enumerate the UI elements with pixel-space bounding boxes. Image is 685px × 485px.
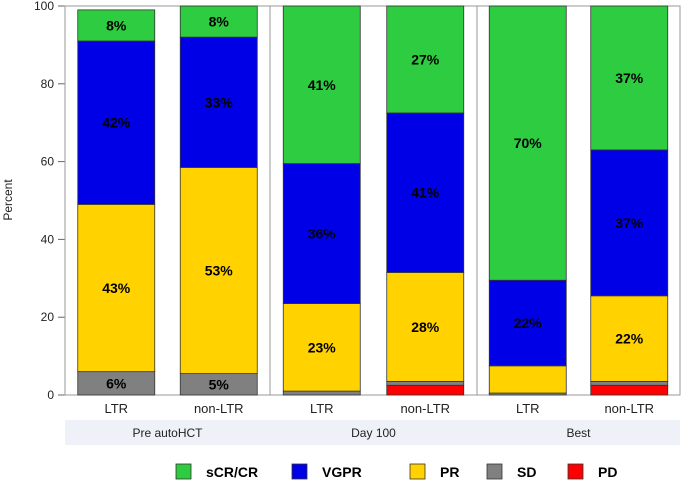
legend-label-pd: PD (598, 464, 617, 480)
data-label-sd: 5% (209, 376, 230, 392)
bar-day-100-non-ltr-scr-cr (386, 5, 465, 114)
bar-best-ltr-scr-cr (488, 5, 567, 281)
bar-pre-autohct-non-ltr-vgpr (179, 36, 258, 168)
legend-label-vgpr: VGPR (322, 464, 362, 480)
bar-pre-autohct-ltr-scr-cr (77, 9, 156, 42)
legend-swatch-scr-cr (175, 463, 192, 480)
bar-best-non-ltr-sd (590, 380, 669, 386)
data-label-vgpr: 36% (308, 226, 337, 242)
data-label-vgpr: 41% (411, 185, 440, 201)
bar-pre-autohct-ltr-pr (77, 203, 156, 373)
legend: sCR/CR VGPR PR SD PD (175, 463, 617, 480)
legend-swatch-pr (409, 463, 426, 480)
y-tick-label: 0 (47, 388, 54, 402)
y-axis-label: Percent (1, 179, 15, 221)
bar-day-100-ltr-pr (282, 303, 361, 392)
data-label-pr: 22% (615, 331, 644, 347)
legend-label-scr-cr: sCR/CR (206, 464, 258, 480)
data-label-pr: 53% (205, 263, 234, 279)
legend-label-pr: PR (440, 464, 459, 480)
legend-swatch-sd (486, 463, 503, 480)
data-label-scr-cr: 41% (308, 77, 337, 93)
data-label-pr: 28% (411, 319, 440, 335)
x-tick-label: non-LTR (400, 401, 450, 416)
group-label: Pre autoHCT (132, 426, 203, 440)
bar-day-100-non-ltr-pd (386, 384, 465, 396)
bar-day-100-ltr-vgpr (282, 163, 361, 304)
y-tick-label: 100 (34, 0, 54, 13)
legend-swatch-vgpr (291, 463, 308, 480)
y-tick-label: 80 (41, 77, 55, 91)
bar-day-100-ltr-sd (282, 390, 361, 396)
bar-best-ltr-vgpr (488, 279, 567, 367)
x-tick-label: non-LTR (194, 401, 244, 416)
panel-frame-best (476, 5, 681, 396)
bar-best-ltr-pr (488, 365, 567, 394)
data-label-scr-cr: 70% (514, 135, 543, 151)
y-tick-label: 40 (41, 232, 55, 246)
data-label-pr: 23% (308, 339, 337, 355)
data-label-vgpr: 37% (615, 215, 644, 231)
plot-area: 0 20 40 60 80 100 6% 43% 42% 8% LTR 5% 53% 33% 8% non-L… (34, 0, 681, 445)
data-label-vgpr: 33% (205, 94, 234, 110)
bar-pre-autohct-ltr-vgpr (77, 40, 156, 205)
bar-pre-autohct-non-ltr-pr (179, 167, 258, 375)
data-label-sd: 6% (106, 375, 127, 391)
bar-pre-autohct-non-ltr-scr-cr (179, 5, 258, 38)
bar-day-100-ltr-scr-cr (282, 5, 361, 164)
bar-day-100-non-ltr-sd (386, 380, 465, 386)
y-tick-label: 20 (41, 310, 55, 324)
x-tick-label: non-LTR (604, 401, 654, 416)
x-tick-label: LTR (104, 401, 128, 416)
bar-best-non-ltr-pd (590, 384, 669, 396)
bar-day-100-non-ltr-vgpr (386, 112, 465, 273)
data-label-vgpr: 22% (514, 315, 543, 331)
data-label-scr-cr: 37% (615, 70, 644, 86)
bar-best-non-ltr-pr (590, 295, 669, 382)
data-label-pr: 43% (102, 280, 131, 296)
x-tick-label: LTR (310, 401, 334, 416)
bar-day-100-non-ltr-pr (386, 272, 465, 382)
legend-swatch-pd (567, 463, 584, 480)
bar-best-non-ltr-scr-cr (590, 5, 669, 151)
x-tick-label: LTR (516, 401, 540, 416)
data-label-scr-cr: 8% (106, 17, 127, 33)
bar-best-non-ltr-vgpr (590, 149, 669, 297)
y-tick-label: 60 (41, 155, 55, 169)
data-label-scr-cr: 27% (411, 51, 440, 67)
group-label: Best (566, 426, 591, 440)
data-label-vgpr: 42% (102, 115, 131, 131)
group-label: Day 100 (351, 426, 396, 440)
group-header-band (65, 420, 680, 445)
data-label-scr-cr: 8% (209, 14, 230, 30)
legend-label-sd: SD (517, 464, 536, 480)
